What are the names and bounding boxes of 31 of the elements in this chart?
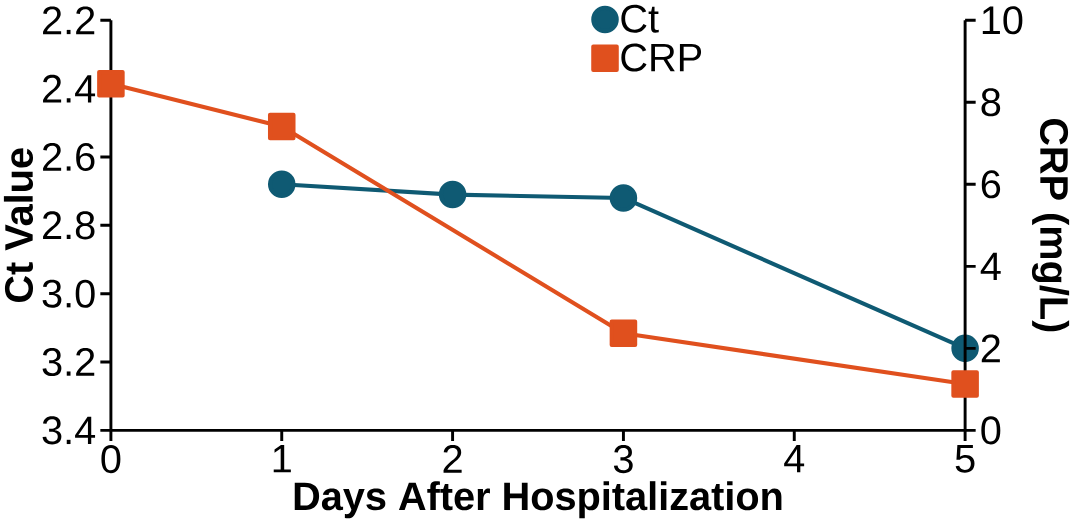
x-tick-label: 4	[784, 445, 805, 473]
point	[267, 112, 296, 141]
y-tick-label: 2.4	[43, 74, 96, 103]
legend-label: CRP	[621, 43, 702, 72]
y2-axis-title: CRP (mg/L)	[1031, 118, 1070, 332]
point	[438, 180, 467, 209]
y2-tick-label: 2	[981, 334, 1000, 363]
point	[609, 184, 638, 212]
y-tick-label: 3.0	[42, 279, 95, 308]
y2-tick-label: 8	[981, 88, 1001, 117]
point	[97, 70, 125, 98]
x-tick-label: 5	[955, 445, 975, 473]
y-tick-label: 3.2	[42, 347, 95, 377]
y-tick-label: 2.6	[43, 142, 95, 171]
y-tick-label: 2.8	[43, 211, 95, 240]
point	[951, 370, 979, 398]
x-tick-label: 3	[613, 445, 633, 474]
point	[609, 319, 638, 347]
point	[267, 170, 296, 199]
y2-tick-label: 4	[980, 252, 1001, 280]
y2-tick-label: 10	[982, 6, 1023, 35]
y2-tick-label: 0	[981, 416, 1001, 445]
x-tick-label: 1	[273, 445, 291, 473]
y2-tick-label: 6	[981, 170, 1001, 199]
y-axis-title: Ct Value	[3, 148, 34, 302]
y-tick-label: 2.2	[43, 6, 95, 35]
x-tick-label: 0	[101, 445, 121, 474]
x-axis-title: Days After Hospitalization	[294, 481, 782, 519]
legend-label: Ct	[621, 4, 659, 33]
y-tick-label: 3.4	[42, 416, 96, 445]
x-tick-label: 2	[443, 445, 462, 473]
